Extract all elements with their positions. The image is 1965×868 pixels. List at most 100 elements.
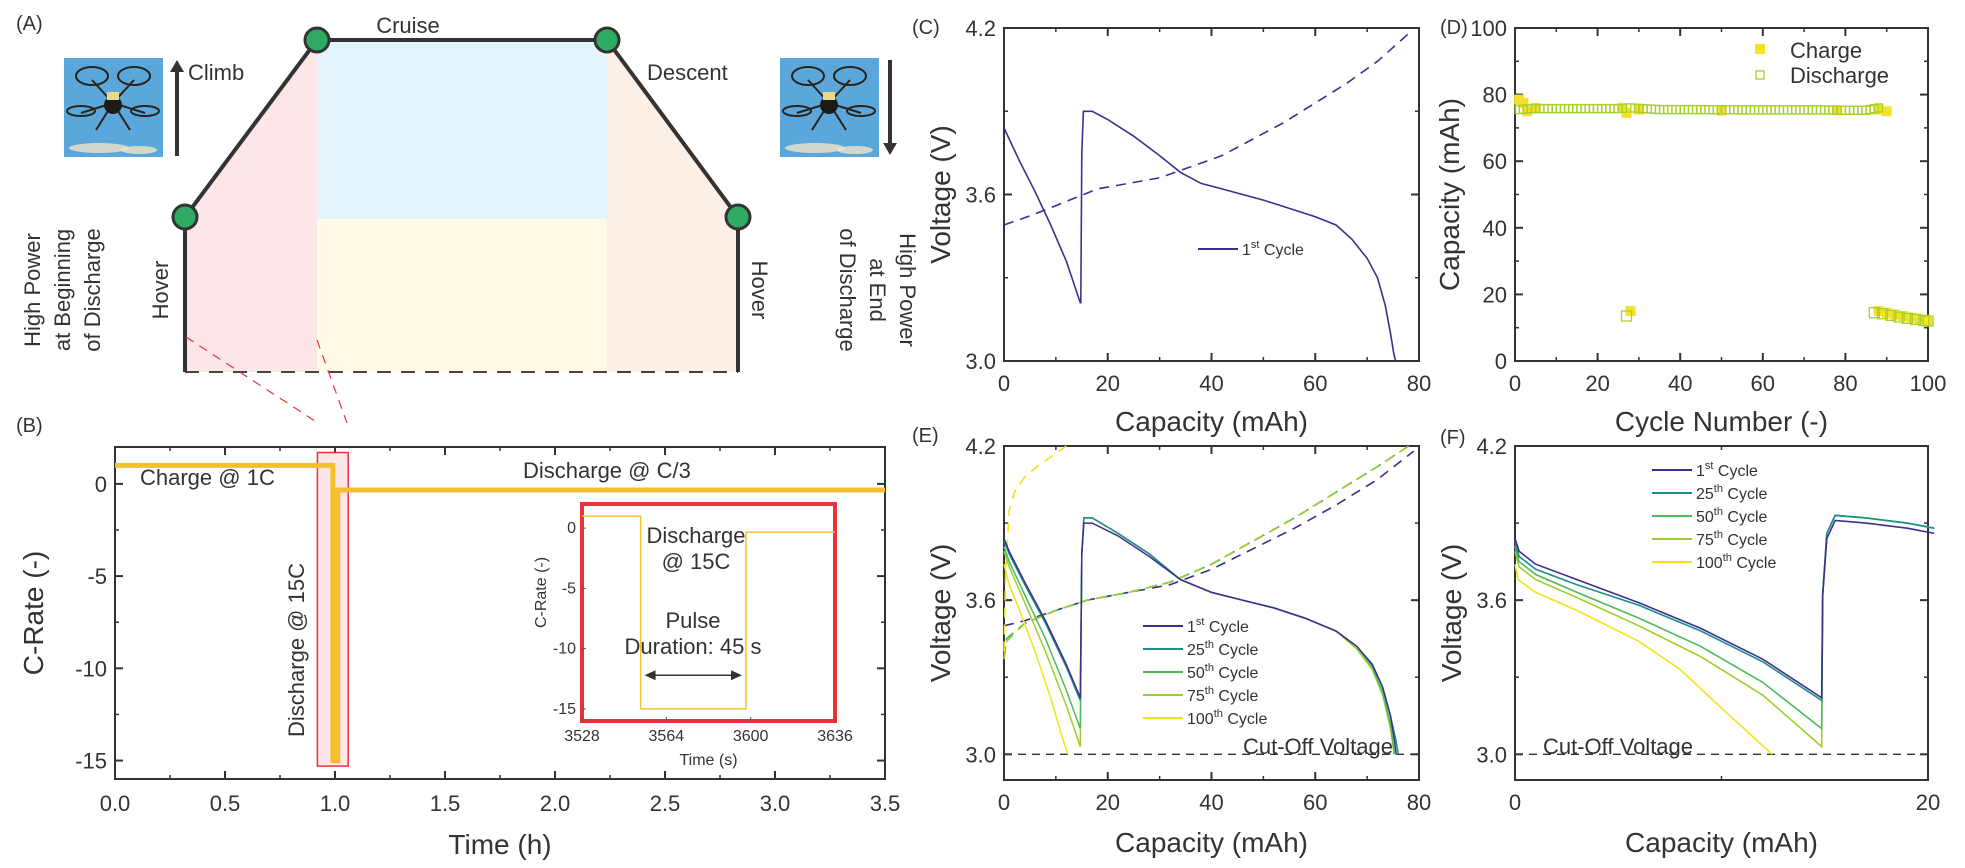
phase-label-hover-end: Hover — [747, 261, 772, 320]
y-tick-label: 0 — [1495, 349, 1507, 374]
x-tick-label: 0 — [998, 790, 1010, 815]
inset-annotation-duration: Duration: 45 s — [625, 634, 762, 659]
chart-e-voltage-cycles: 0 20 40 60 80 3.0 3.6 4.2 Capacity (mAh) Voltage … — [925, 434, 1431, 858]
cruise-region-top — [317, 40, 607, 219]
phase-label-hover-start: Hover — [148, 261, 173, 320]
marker-charge — [1906, 312, 1917, 323]
x-axis-label: Capacity (mAh) — [1115, 406, 1308, 437]
inset-y-axis-label: C-Rate (-) — [533, 557, 550, 628]
y-tick-label: 3.0 — [1476, 742, 1507, 767]
inset-duration-arrow-left-head — [644, 670, 656, 681]
marker-discharge — [1893, 311, 1905, 323]
x-tick-label: 20 — [1096, 790, 1120, 815]
x-tick-label: 40 — [1199, 371, 1223, 396]
chart-c-voltage-first-cycle: 0 20 40 60 80 3.0 3.6 4.2 Capacity (mAh) Voltage … — [925, 16, 1431, 437]
marker-discharge — [1873, 103, 1884, 113]
x-axis-label: Time (h) — [448, 829, 551, 860]
note-beginning-line2: at Beginning — [50, 229, 75, 351]
x-tick-label: 100 — [1910, 371, 1947, 396]
inset-series-line — [582, 515, 835, 710]
legend-label-1: 1st Cycle — [1696, 460, 1758, 480]
phase-label-climb: Climb — [188, 60, 244, 85]
inset-frame — [580, 502, 837, 723]
x-tick-label: 60 — [1751, 371, 1775, 396]
y-tick-label: -10 — [75, 656, 107, 681]
inset-annotation-pulse: Pulse — [665, 608, 720, 633]
note-end: High Power at End of Discharge — [835, 228, 920, 352]
x-tick-label: 1.0 — [320, 791, 351, 816]
inset-duration-arrow-right-head — [730, 670, 742, 681]
inset-x-tick-label: 3528 — [564, 728, 600, 745]
down-arrow-icon — [883, 60, 897, 155]
marker-discharge — [1885, 309, 1897, 322]
legend-label-4: 75th Cycle — [1696, 529, 1768, 549]
marker-discharge — [1620, 310, 1633, 322]
panel-label-d: (D) — [1440, 17, 1468, 39]
series-c-rate-line — [115, 462, 885, 764]
x-tick-label: 20 — [1916, 790, 1940, 815]
inset-y-tick-label: -10 — [553, 641, 576, 658]
y-tick-label: -5 — [87, 564, 107, 589]
y-tick-label: 3.6 — [965, 588, 996, 613]
climb-region — [185, 40, 317, 372]
x-tick-label: 60 — [1303, 790, 1327, 815]
legend-label-5: 100th Cycle — [1187, 708, 1267, 728]
legend-label-2: 25th Cycle — [1696, 483, 1768, 503]
plot-frame — [1003, 445, 1420, 781]
phase-label-cruise: Cruise — [376, 13, 440, 38]
cutoff-voltage-label: Cut-Off Voltage — [1243, 734, 1393, 759]
note-end-line1: High Power — [895, 233, 920, 347]
plot-frame — [1003, 27, 1420, 362]
x-tick-label: 20 — [1585, 371, 1609, 396]
node-climb-end — [303, 26, 331, 54]
flight-profile-diagram: Cruise Climb Descent Hover Hover High Po… — [20, 13, 920, 424]
inset-x-tick-label: 3600 — [733, 728, 769, 745]
series-charge-5 — [1003, 445, 1067, 652]
y-tick-label: 4.2 — [965, 16, 996, 41]
annotation-discharge-c3: Discharge @ C/3 — [523, 458, 691, 483]
x-tick-label: 0 — [1509, 790, 1521, 815]
note-end-line2: at End — [865, 258, 890, 322]
y-tick-label: 3.0 — [965, 742, 996, 767]
panel-label-a: (A) — [16, 13, 43, 35]
phase-label-descent: Descent — [647, 60, 728, 85]
panel-label-b: (B) — [16, 415, 43, 437]
panel-label-c: (C) — [912, 17, 940, 39]
y-tick-label: 40 — [1483, 216, 1507, 241]
y-tick-label: 3.0 — [965, 349, 996, 374]
y-axis-label: Voltage (V) — [1436, 544, 1467, 683]
legend-label-3: 50th Cycle — [1696, 506, 1768, 526]
y-axis-label: Capacity (mAh) — [1434, 98, 1465, 291]
chart-b-c-rate-profile: 0.0 0.5 1.0 1.5 2.0 2.5 3.0 3.5 0 -5 -10 -15 Time (h… — [18, 446, 901, 860]
x-tick-label: 40 — [1199, 790, 1223, 815]
y-tick-label: 4.2 — [1476, 434, 1507, 459]
marker-charge — [1873, 306, 1884, 317]
legend-label-1: 1st Cycle — [1187, 616, 1249, 636]
y-axis-label: Voltage (V) — [925, 125, 956, 264]
x-tick-label: 3.5 — [870, 791, 901, 816]
chart-f-voltage-cycles-zoom: 0 20 3.0 3.6 4.2 Capacity (mAh) Voltage (V) Cut… — [1436, 434, 1940, 858]
marker-discharge — [1876, 308, 1889, 320]
inset-annotation-discharge: Discharge — [646, 523, 745, 548]
legend-label-discharge: Discharge — [1790, 63, 1889, 88]
x-tick-label: 0 — [1509, 371, 1521, 396]
plot-frame — [1514, 445, 1929, 781]
y-tick-label: 3.6 — [965, 183, 996, 208]
annotation-charge-1c: Charge @ 1C — [140, 465, 275, 490]
flight-profile-line — [183, 38, 740, 372]
series-discharge-1 — [1514, 519, 1935, 700]
inset-x-tick-label: 3564 — [649, 728, 685, 745]
series-line-discharge — [1003, 110, 1397, 362]
y-tick-label: 0 — [95, 472, 107, 497]
legend-label-5: 100th Cycle — [1696, 552, 1776, 572]
y-tick-label: -15 — [75, 749, 107, 774]
x-tick-label: 80 — [1407, 790, 1431, 815]
note-beginning: High Power at Beginning of Discharge — [20, 228, 105, 352]
legend-label-charge: Charge — [1790, 38, 1862, 63]
x-axis-label: Capacity (mAh) — [1115, 827, 1308, 858]
x-tick-label: 1.5 — [430, 791, 461, 816]
marker-charge — [1923, 316, 1933, 327]
series-discharge-1 — [1003, 522, 1397, 755]
inset-x-tick-label: 3636 — [817, 728, 853, 745]
